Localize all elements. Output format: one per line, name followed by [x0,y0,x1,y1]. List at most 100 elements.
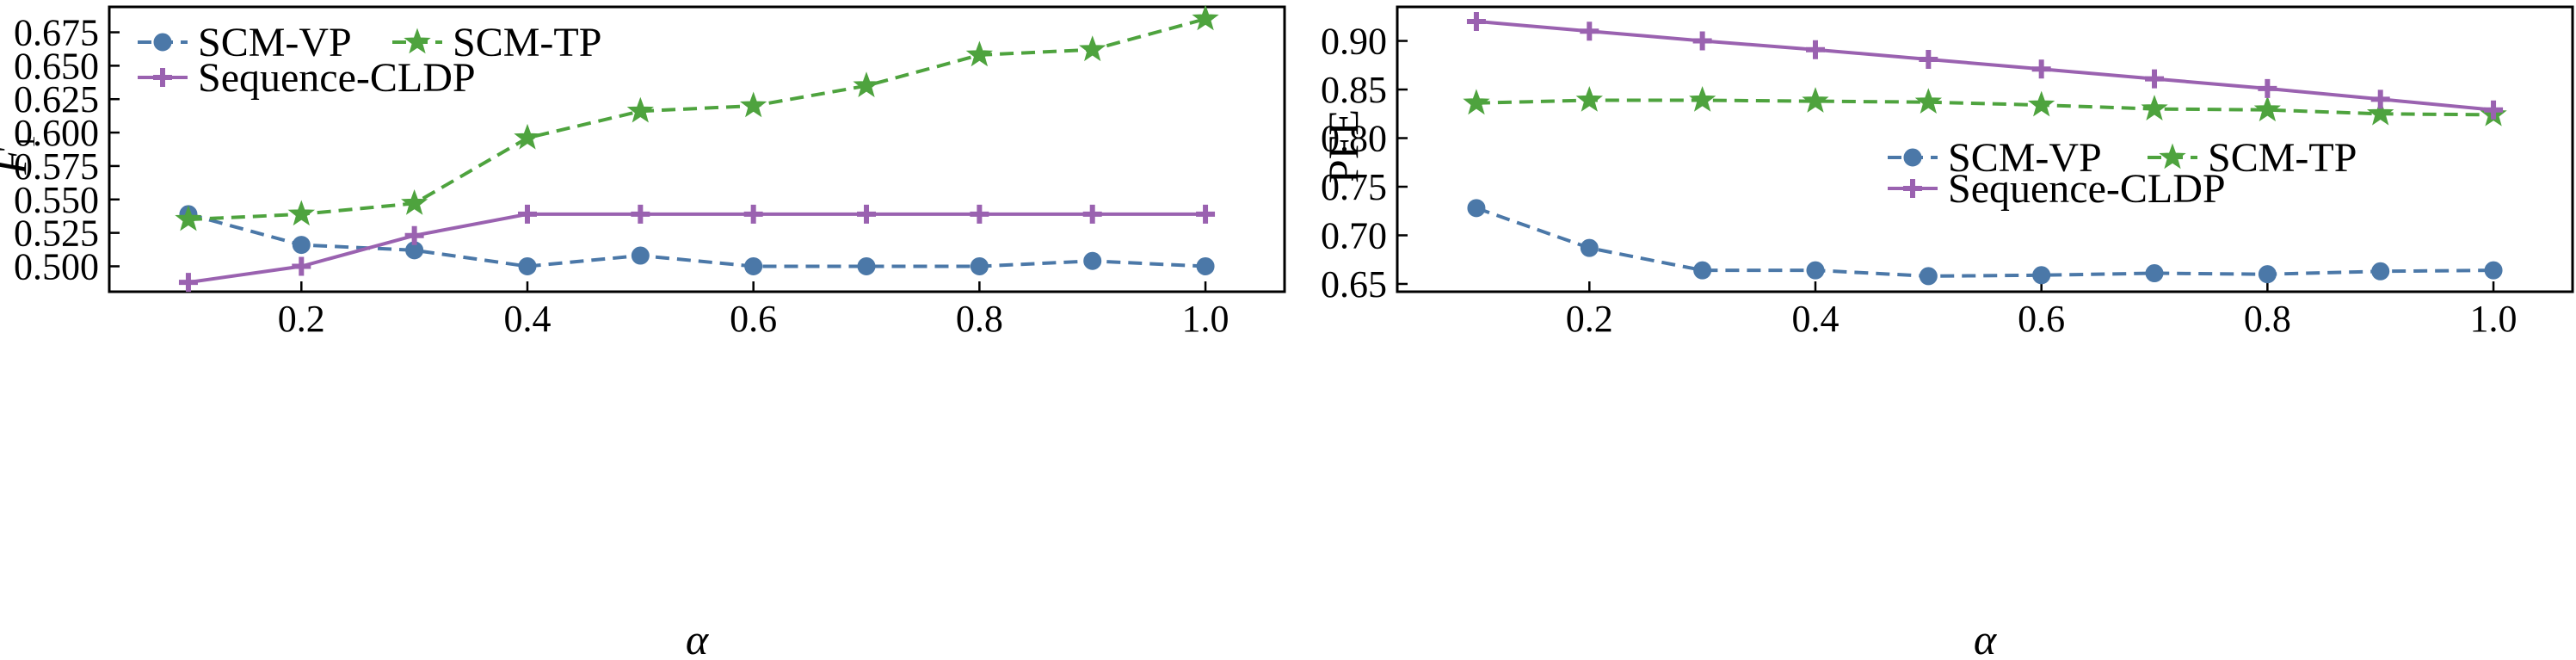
data-point-star [1914,88,1942,114]
data-point-star [2028,90,2055,117]
x-tick-label: 0.6 [2018,298,2065,340]
data-point-plus [517,204,537,224]
y-axis-label: PFE [1319,109,1367,183]
data-point-plus [292,256,311,276]
legend-label: Sequence-CLDP [198,55,476,101]
x-tick-label: 0.6 [730,298,777,340]
legend-label: SCM-TP [2208,135,2357,181]
series-line [188,17,1206,222]
data-point-plus [743,204,763,224]
data-point-plus [1466,11,1486,31]
data-point-plus [970,204,989,224]
y-tick-label: 0.90 [1321,21,1387,63]
legend-marker-plus [153,68,172,87]
y-tick-label: 0.75 [1321,166,1387,208]
data-point-star [1192,4,1219,31]
y-tick-label: 0.550 [14,179,99,221]
series-line [188,212,1206,268]
data-point-star [1463,89,1490,115]
y-tick-label: 0.525 [14,213,99,255]
x-axis-label: α [686,615,710,660]
data-point-plus [2370,89,2390,109]
data-point-plus [1082,204,1102,224]
data-point-star [626,96,654,123]
x-tick-label: 1.0 [1182,298,1229,340]
data-point-plus [2258,78,2277,98]
data-point-star [287,200,315,226]
y-tick-label: 0.500 [14,245,99,287]
data-point-star [2141,95,2168,120]
y-tick-label: 0.675 [14,12,99,54]
x-tick-label: 0.8 [956,298,1003,340]
data-point-plus [2145,69,2165,89]
data-point-circle [857,256,876,275]
plot-frame [108,5,1286,293]
series-scm-tp [1463,86,2507,126]
data-point-circle [970,256,989,275]
x-axis-label: α [1974,615,1998,660]
x-tick-label: 1.0 [2470,298,2517,340]
series-scm-vp [179,205,1215,275]
data-point-circle [518,256,537,275]
data-point-plus [631,204,650,224]
chart-right: 0.2 0.4 0.6 0.8 1.0 0.65 0.70 0.75 0.80 0.85 0.90 α… [1319,5,2574,660]
data-point-circle [1919,267,1938,286]
legend-marker-star [2159,143,2186,170]
series-sequence-cldp [1466,11,2504,120]
data-point-circle [2032,266,2051,285]
legend-marker-circle [1903,148,1922,167]
data-point-circle [1467,199,1486,218]
data-point-circle [1806,261,1825,280]
data-point-plus [1196,204,1216,224]
data-point-star [1575,86,1603,112]
data-point-circle [1580,238,1599,257]
data-point-plus [1692,31,1712,51]
data-point-star [2367,99,2394,126]
y-tick-label: 0.80 [1321,118,1387,160]
legend-marker-circle [153,33,172,52]
data-point-circle [744,256,763,275]
y-axis-label-subscript: 1 [12,135,40,148]
data-point-plus [404,225,424,245]
y-tick-label: 0.85 [1321,69,1387,111]
series-line [1476,98,2494,117]
data-point-star [1689,86,1716,112]
data-point-star [853,71,880,97]
data-point-plus [857,204,877,224]
legend-label: SCM-VP [1948,135,2102,181]
y-tick-label: 0.70 [1321,214,1387,256]
legend-label: SCM-VP [198,20,352,65]
x-tick-label: 0.2 [278,298,325,340]
x-tick-label: 0.2 [1566,298,1613,340]
legend-label: Sequence-CLDP [1948,166,2226,212]
x-tick-label: 0.4 [1791,298,1839,340]
legend-label: SCM-TP [453,20,601,65]
y-tick-label: 0.650 [14,45,99,87]
series-scm-vp [1467,199,2503,286]
series-scm-tp [175,4,1219,231]
data-point-plus [1805,40,1825,59]
data-point-star [401,188,428,215]
data-point-circle [1196,256,1215,275]
x-tick-label: 0.4 [503,298,551,340]
series-sequence-cldp [178,204,1216,293]
data-point-circle [631,246,650,265]
x-tick-label: 0.8 [2244,298,2291,340]
data-point-star [514,123,541,150]
y-axis-label-main: PFE [1319,109,1367,183]
data-point-circle [2258,265,2277,284]
data-point-star [965,40,993,67]
data-point-circle [2484,261,2503,280]
data-point-plus [1919,50,1938,70]
data-point-plus [1580,22,1599,41]
legend-marker-plus [1903,179,1922,198]
y-axis-label-main: F [0,148,35,176]
series-line [1476,19,2494,112]
legend-marker-star [404,28,431,54]
plot-frame [1396,5,2574,293]
data-point-star [1079,35,1106,62]
y-tick-label: 0.600 [14,112,99,154]
